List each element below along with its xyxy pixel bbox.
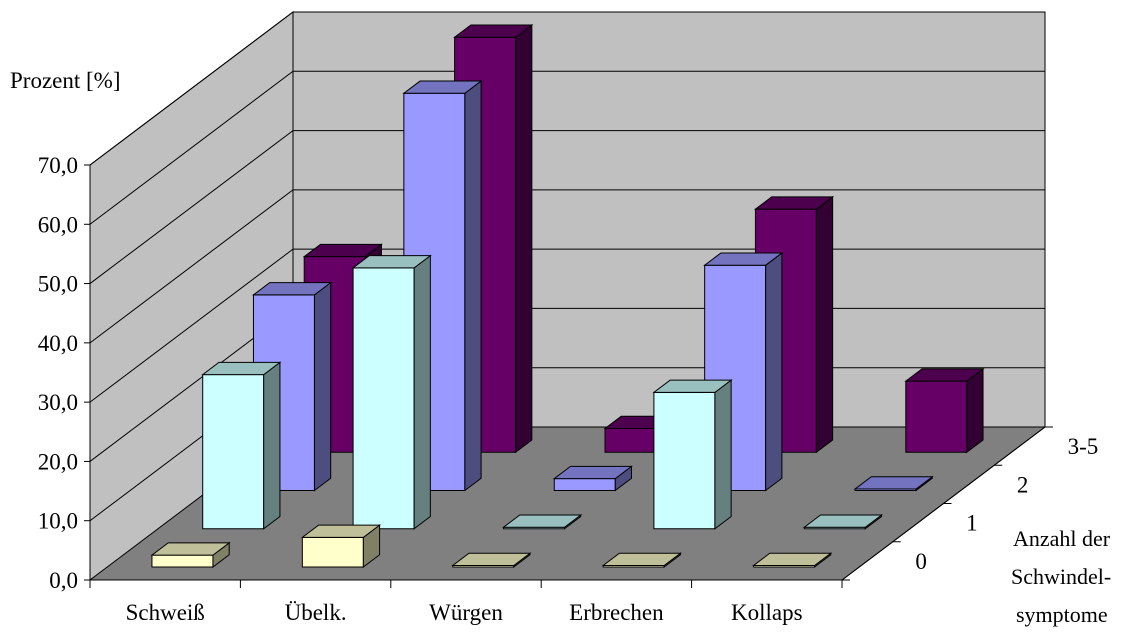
bar (552, 465, 633, 492)
bar (802, 514, 884, 530)
y-tick-label: 70,0 (38, 153, 78, 178)
bar (601, 552, 682, 568)
gridline (89, 11, 1045, 166)
depth-axis-title-line2: Schwindel- (1011, 564, 1111, 589)
depth-axis: 0 1 2 3-5 (841, 426, 1099, 581)
depth-tick-label: 0 (915, 549, 927, 574)
bar (201, 361, 282, 530)
x-tick-label: Würgen (429, 600, 503, 625)
gridline (89, 130, 1045, 284)
depth-axis-title-line1: Anzahl der (1013, 526, 1111, 551)
x-tick-label: Übelk. (285, 600, 347, 625)
x-axis: Schweiß Übelk. Würgen Erbrechen Kollaps (89, 579, 843, 625)
bar (150, 541, 231, 568)
bar (451, 552, 532, 568)
bar (752, 552, 833, 568)
y-tick-label: 10,0 (38, 509, 78, 534)
bar (652, 379, 733, 530)
bar (351, 254, 432, 530)
bars (150, 24, 985, 568)
x-tick-label: Schweiß (126, 600, 205, 625)
bar (853, 475, 934, 492)
x-tick-label: Kollaps (731, 600, 803, 625)
bar (300, 524, 382, 568)
y-axis: 0,0 10,0 20,0 30,0 40,0 50,0 60,0 70,0 (38, 153, 91, 593)
depth-axis-title-line3: symptome (1016, 602, 1108, 627)
y-tick-label: 20,0 (38, 449, 78, 474)
y-axis-title: Prozent [%] (10, 68, 121, 93)
y-tick-label: 50,0 (38, 272, 78, 297)
bar (904, 367, 985, 454)
x-tick-label: Erbrechen (569, 600, 664, 625)
depth-tick-label: 3-5 (1068, 434, 1099, 459)
depth-tick-label: 2 (1017, 472, 1029, 497)
y-tick-label: 30,0 (38, 390, 78, 415)
gridline (89, 189, 1045, 344)
bar (502, 514, 583, 530)
depth-tick-label: 1 (966, 511, 978, 536)
y-tick-label: 60,0 (38, 212, 78, 237)
y-tick-label: 40,0 (38, 331, 78, 356)
gridline (89, 70, 1045, 225)
y-tick-label: 0,0 (49, 568, 78, 593)
